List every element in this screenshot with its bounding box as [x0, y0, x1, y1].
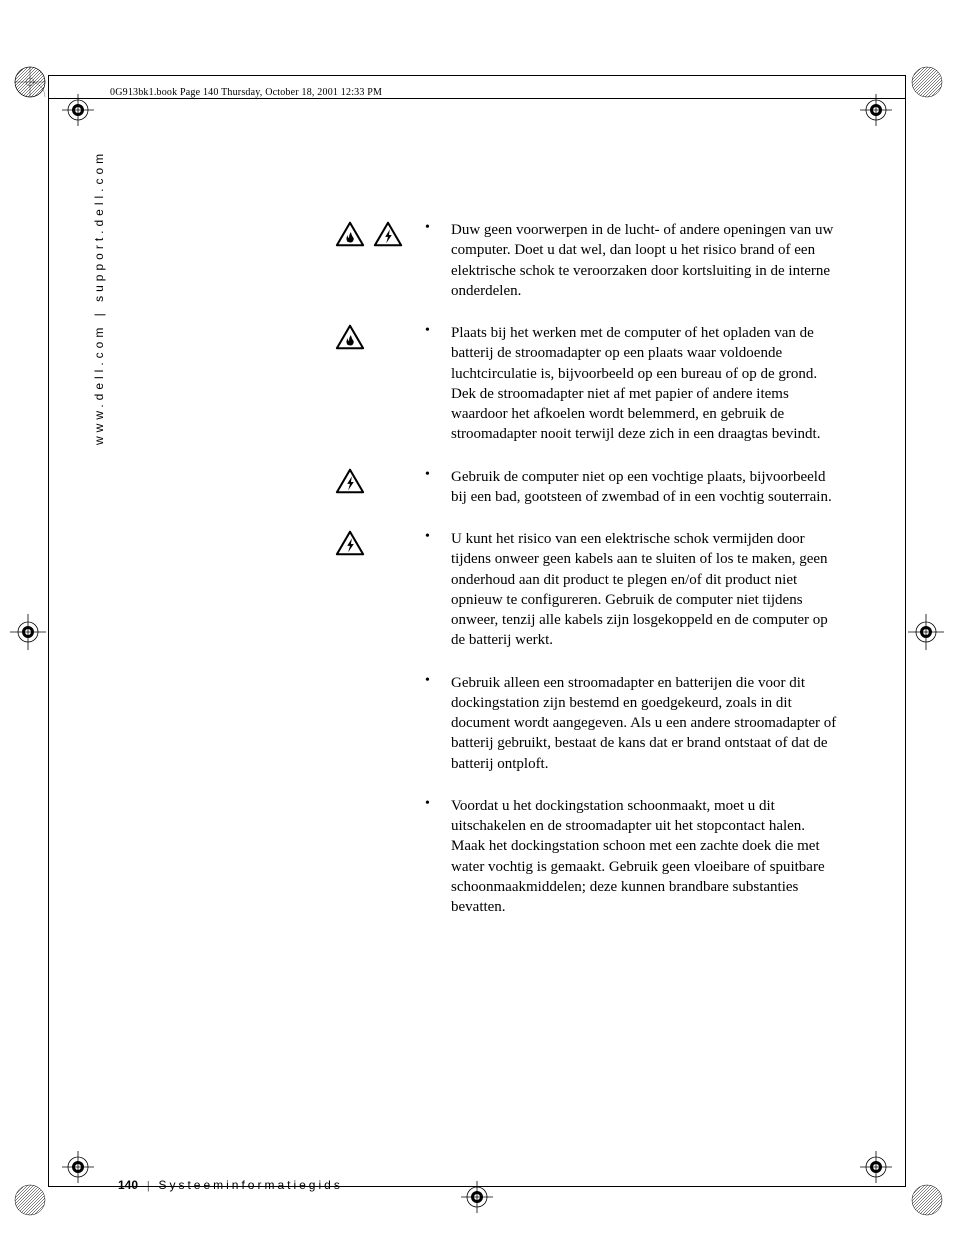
reg-mark-mid-right — [906, 612, 946, 657]
content-area: • Duw geen voorwerpen in de lucht- of and… — [335, 220, 841, 939]
warning-icons — [335, 323, 365, 356]
list-item: • U kunt het risico van een elektrische s… — [335, 529, 841, 651]
list-item: • Duw geen voorwerpen in de lucht- of and… — [335, 220, 841, 301]
warning-icons — [335, 529, 365, 562]
list-item: • Plaats bij het werken met de computer o… — [335, 323, 841, 445]
item-text: Duw geen voorwerpen in de lucht- of ande… — [451, 220, 841, 301]
item-text: U kunt het risico van een elektrische sc… — [451, 529, 841, 651]
bullet-icon: • — [425, 529, 430, 545]
bullet-icon: • — [425, 323, 430, 339]
bullet-icon: • — [425, 796, 430, 812]
page-header: 0G913bk1.book Page 140 Thursday, October… — [110, 87, 382, 98]
item-text: Gebruik alleen een stroomadapter en batt… — [451, 673, 841, 774]
page-frame-top-line — [48, 98, 906, 99]
item-text: Plaats bij het werken met de computer of… — [451, 323, 841, 445]
bullet-icon: • — [425, 220, 430, 236]
footer-title: Systeeminformatiegids — [158, 1178, 342, 1192]
shock-warning-icon — [335, 529, 365, 562]
shock-warning-icon — [373, 220, 403, 253]
list-item: • Voordat u het dockingstation schoonmaak… — [335, 796, 841, 918]
fire-warning-icon — [335, 220, 365, 253]
reg-mark-bottom-left — [8, 1112, 118, 1227]
list-item: • Gebruik alleen een stroomadapter en bat… — [335, 673, 841, 774]
footer-separator: | — [147, 1178, 149, 1192]
page-footer: 140 | Systeeminformatiegids — [118, 1178, 343, 1193]
bullet-icon: • — [425, 467, 430, 483]
bullet-icon: • — [425, 673, 430, 689]
shock-warning-icon — [335, 467, 365, 500]
reg-mark-bottom-center — [452, 1172, 502, 1227]
item-text: Gebruik de computer niet op een vochtige… — [451, 467, 841, 508]
item-text: Voordat u het dockingstation schoonmaakt… — [451, 796, 841, 918]
reg-mark-bottom-right — [836, 1112, 946, 1227]
fire-warning-icon — [335, 323, 365, 356]
reg-mark-top-right — [836, 60, 946, 175]
page-number: 140 — [118, 1178, 138, 1192]
warning-icons — [335, 467, 365, 500]
warning-icons — [335, 220, 403, 253]
list-item: • Gebruik de computer niet op een vochtig… — [335, 467, 841, 508]
reg-mark-mid-left — [8, 612, 48, 657]
side-url: www.dell.com | support.dell.com — [92, 150, 106, 445]
